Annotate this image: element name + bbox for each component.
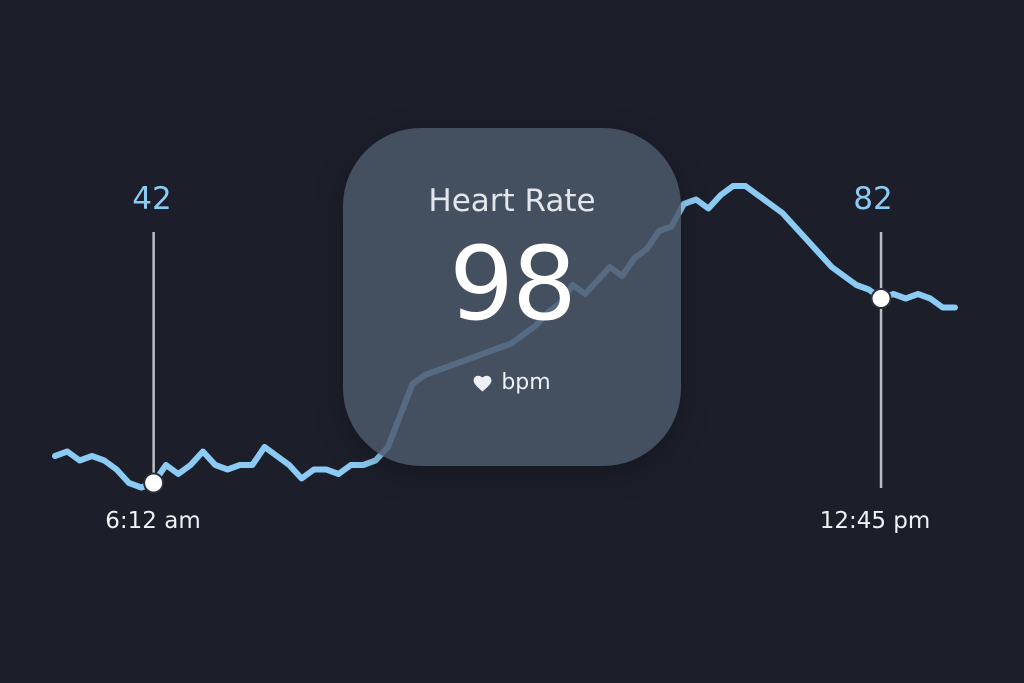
marker-time-left: 6:12 am [105, 508, 201, 534]
unit-row: bpm [343, 372, 681, 394]
heart-rate-value: 98 [449, 225, 577, 344]
marker-value-left: 42 [132, 181, 172, 217]
card-title: Heart Rate [428, 183, 596, 219]
marker-dot-right[interactable] [870, 288, 892, 309]
marker-dot-left[interactable] [143, 472, 165, 494]
unit-label: bpm [501, 370, 551, 395]
marker-time-right: 12:45 pm [819, 508, 931, 534]
heart-rate-card[interactable]: Heart Rate 98 bpm [343, 128, 681, 466]
marker-value-right: 82 [853, 181, 893, 217]
heart-icon [473, 375, 492, 392]
